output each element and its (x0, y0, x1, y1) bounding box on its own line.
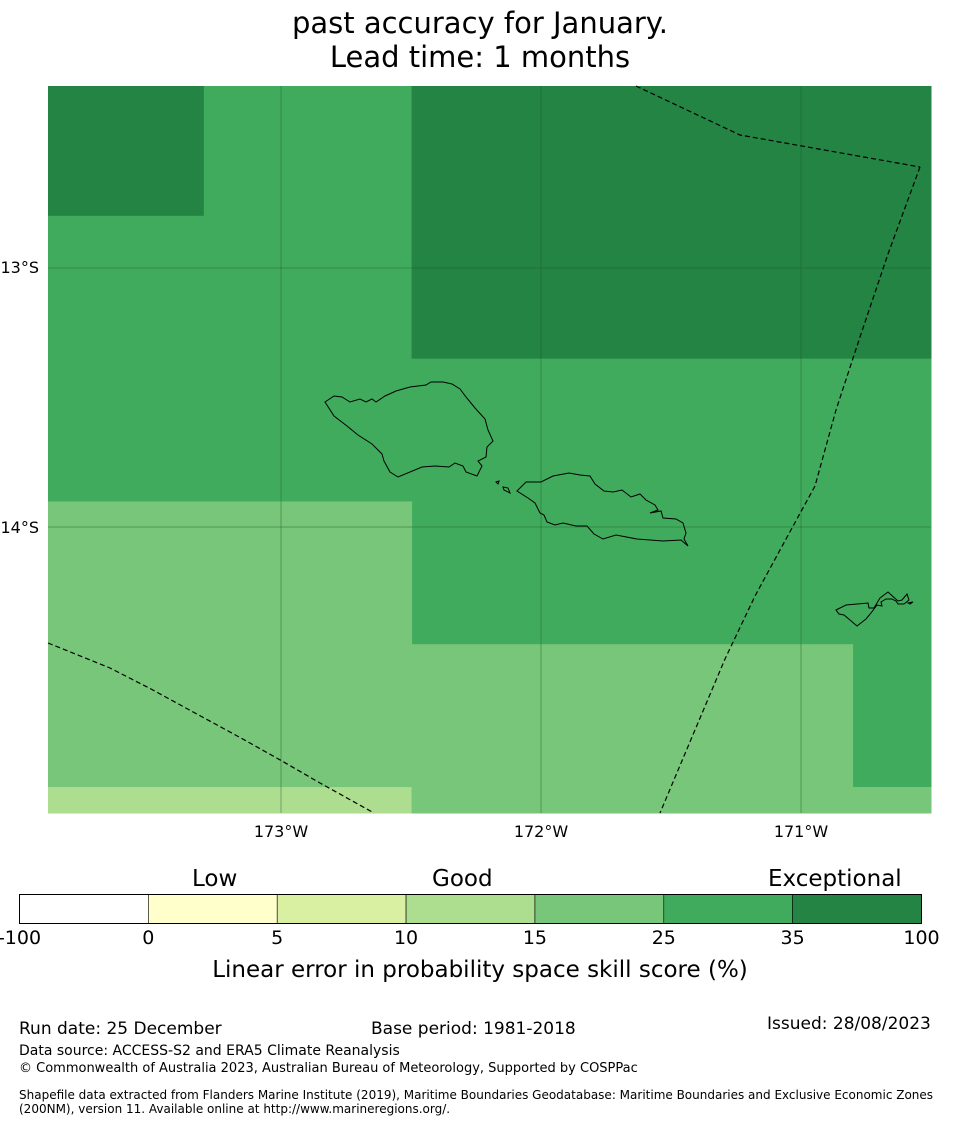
colorbar-tick-3: 10 (393, 927, 419, 949)
run-date: Run date: 25 December (19, 1019, 222, 1039)
eez-boundary-north (635, 85, 921, 168)
base-period: Base period: 1981-2018 (371, 1019, 576, 1039)
grid-cell-0 (48, 86, 205, 217)
colorbar (19, 894, 922, 924)
shapefile-note: Shapefile data extracted from Flanders M… (19, 1088, 934, 1116)
grid-cell-1 (203, 86, 413, 217)
aunuu-island (906, 601, 914, 605)
grid-cell-8 (853, 644, 932, 788)
map-title-line1: past accuracy for January. (291, 6, 669, 40)
colorbar-tick-2: 5 (271, 927, 284, 949)
colorbar-tick-6: 35 (780, 927, 805, 949)
lat-label-14s: 14°S (0, 518, 39, 537)
manono-island (495, 480, 500, 485)
skill-map (47, 85, 932, 814)
issued-date: Issued: 28/08/2023 (767, 1014, 931, 1034)
colorbar-swatch-2 (276, 894, 407, 924)
lon-label-173w: 173°W (253, 822, 309, 841)
tutuila-island (835, 591, 910, 627)
lon-label-172w: 172°W (513, 822, 569, 841)
copyright: © Commonwealth of Australia 2023, Austra… (19, 1061, 638, 1076)
category-exceptional: Exceptional (768, 866, 902, 892)
lat-label-13s: 13°S (0, 258, 39, 277)
grid-cell-4 (411, 358, 932, 645)
colorbar-tick-5: 25 (651, 927, 676, 949)
colorbar-tick-0: -100 (0, 927, 42, 949)
colorbar-tick-1: 0 (142, 927, 155, 949)
coastlines (324, 381, 914, 627)
colorbar-swatch-4 (534, 894, 665, 924)
colorbar-swatch-6 (792, 894, 922, 924)
grid-cell-5 (48, 501, 413, 788)
map-title-line2: Lead time: 1 months (329, 40, 631, 74)
apolima-island (502, 486, 511, 495)
colorbar-tick-7: 100 (903, 927, 940, 949)
colorbar-swatch-1 (148, 894, 278, 924)
grid-cell-7 (411, 644, 854, 814)
colorbar-tick-4: 15 (522, 927, 548, 949)
colorbar-swatches (19, 894, 922, 924)
graticule (48, 86, 931, 813)
grid-cell-3 (411, 86, 932, 360)
colorbar-label: Linear error in probability space skill … (212, 957, 748, 983)
eez-boundary-southwest (47, 642, 375, 814)
grid-cell-2 (48, 215, 413, 502)
grid-cell-9 (853, 787, 932, 814)
category-low: Low (192, 866, 238, 892)
colorbar-swatch-3 (405, 894, 536, 924)
savaii-island (324, 381, 494, 478)
lon-label-171w: 171°W (773, 822, 829, 841)
eez-boundary-east (659, 166, 921, 814)
upolu-island (516, 472, 689, 547)
colorbar-frame (19, 894, 922, 924)
colorbar-swatch-5 (663, 894, 793, 924)
eez-boundaries (47, 85, 921, 814)
skill-grid (48, 86, 932, 814)
data-source: Data source: ACCESS-S2 and ERA5 Climate … (19, 1043, 400, 1059)
category-good: Good (432, 866, 493, 892)
grid-cell-6 (48, 787, 413, 814)
colorbar-swatch-0 (19, 894, 149, 924)
